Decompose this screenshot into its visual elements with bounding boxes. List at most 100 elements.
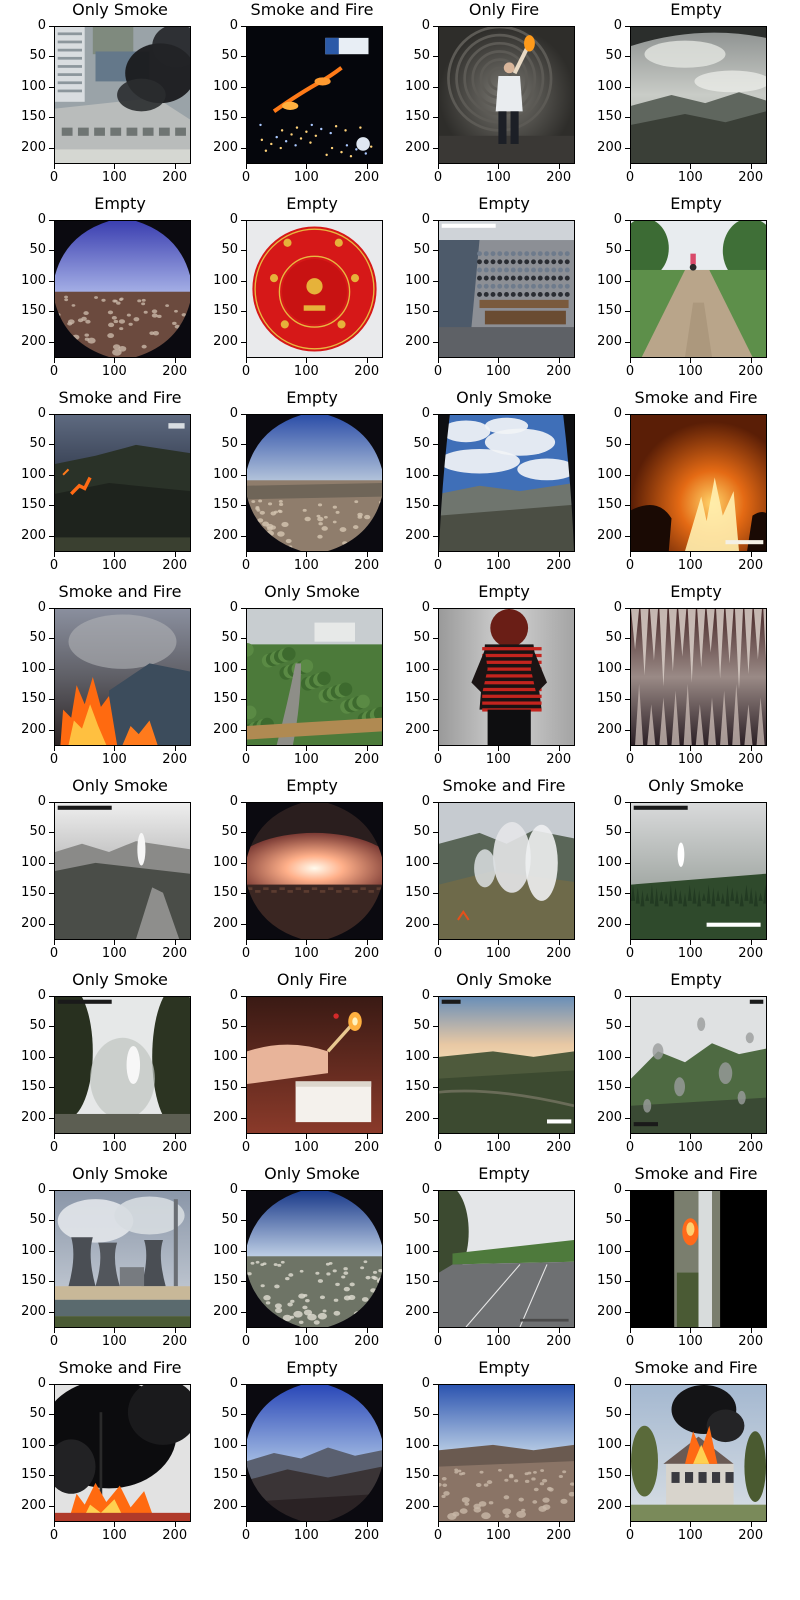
x-tick-label: 200 <box>738 1528 764 1543</box>
image-panel: Only Fire 0 50 100 150 200 0 100 200 <box>384 0 580 194</box>
y-tick-label: 100 <box>597 1242 622 1258</box>
y-tick-label: 0 <box>229 1376 238 1391</box>
y-tick-label: 200 <box>405 721 430 737</box>
x-tick-label: 100 <box>293 364 319 379</box>
x-tick-label: 0 <box>625 558 635 573</box>
y-tick <box>241 832 246 834</box>
y-tick-label: 150 <box>21 497 46 513</box>
sample-photo <box>439 1385 574 1521</box>
x-tick <box>174 746 176 751</box>
x-tick-label: 200 <box>162 752 188 767</box>
sample-photo <box>631 1385 766 1521</box>
x-tick <box>498 1328 500 1333</box>
y-tick-label: 50 <box>29 1406 46 1422</box>
y-tick-label: 150 <box>405 497 430 513</box>
x-tick <box>306 940 308 945</box>
y-tick <box>433 1026 438 1028</box>
x-tick-label: 0 <box>241 1334 251 1349</box>
y-tick-label: 200 <box>405 1497 430 1513</box>
y-tick-label: 0 <box>37 1182 46 1197</box>
image-panel: Empty 0 50 100 150 200 0 100 200 <box>192 388 388 582</box>
y-tick-label: 50 <box>221 48 238 64</box>
y-tick <box>433 414 438 415</box>
y-tick <box>433 832 438 834</box>
x-tick <box>438 164 439 169</box>
image-frame <box>630 1384 767 1522</box>
y-tick-label: 200 <box>405 1303 430 1319</box>
x-tick-label: 0 <box>433 752 443 767</box>
y-tick-label: 100 <box>21 1242 46 1258</box>
y-tick-label: 100 <box>405 466 430 482</box>
x-tick-label: 200 <box>546 1140 572 1155</box>
x-tick-label: 100 <box>677 558 703 573</box>
y-tick-label: 0 <box>613 212 622 227</box>
x-tick <box>54 746 55 751</box>
y-tick-label: 200 <box>213 139 238 155</box>
sample-photo <box>631 609 766 745</box>
y-tick <box>241 535 246 537</box>
y-tick <box>625 862 630 864</box>
y-tick-label: 0 <box>421 406 430 421</box>
y-tick-label: 100 <box>213 1242 238 1258</box>
x-tick <box>498 1134 500 1139</box>
y-tick <box>49 699 54 701</box>
y-tick-label: 200 <box>21 333 46 349</box>
x-tick-label: 100 <box>677 1528 703 1543</box>
y-tick-label: 200 <box>597 1109 622 1125</box>
y-tick-label: 150 <box>213 1079 238 1095</box>
y-tick <box>49 86 54 88</box>
y-tick <box>49 311 54 313</box>
image-panel: Only Smoke 0 50 100 150 200 0 100 200 <box>384 388 580 582</box>
x-tick-label: 0 <box>241 946 251 961</box>
y-tick <box>625 535 630 537</box>
y-tick <box>433 311 438 313</box>
x-tick <box>498 746 500 751</box>
sample-photo <box>439 609 574 745</box>
y-tick <box>49 802 54 803</box>
x-tick-label: 200 <box>354 1334 380 1349</box>
y-tick-label: 0 <box>37 600 46 615</box>
y-tick <box>433 802 438 803</box>
panel-title: Empty <box>286 388 338 407</box>
image-frame <box>54 608 191 746</box>
y-tick-label: 50 <box>605 48 622 64</box>
y-tick-label: 150 <box>213 1273 238 1289</box>
panel-title: Empty <box>670 970 722 989</box>
x-tick-label: 100 <box>101 946 127 961</box>
image-panel: Empty 0 50 100 150 200 0 100 200 <box>576 0 772 194</box>
x-tick-label: 100 <box>677 364 703 379</box>
x-tick <box>438 358 439 363</box>
y-tick <box>241 474 246 476</box>
y-tick-label: 200 <box>405 139 430 155</box>
panel-title: Empty <box>94 194 146 213</box>
sample-photo <box>247 27 382 163</box>
x-tick <box>246 746 247 751</box>
y-tick-label: 50 <box>221 630 238 646</box>
y-tick-label: 0 <box>229 1182 238 1197</box>
y-tick-label: 50 <box>413 1212 430 1228</box>
y-tick-label: 0 <box>37 794 46 809</box>
sample-photo <box>631 997 766 1133</box>
x-tick <box>306 1328 308 1333</box>
x-tick <box>750 1328 752 1333</box>
y-tick <box>49 638 54 640</box>
y-tick-label: 200 <box>21 1109 46 1125</box>
sample-photo <box>439 997 574 1133</box>
y-tick-label: 100 <box>597 272 622 288</box>
image-frame <box>246 1190 383 1328</box>
x-tick <box>438 940 439 945</box>
x-tick-label: 200 <box>738 558 764 573</box>
y-tick <box>433 893 438 895</box>
y-tick <box>625 311 630 313</box>
x-tick-label: 100 <box>677 946 703 961</box>
x-tick-label: 100 <box>293 558 319 573</box>
x-tick <box>690 746 692 751</box>
y-tick <box>433 1444 438 1446</box>
x-tick-label: 0 <box>433 1334 443 1349</box>
x-tick-label: 0 <box>625 946 635 961</box>
x-tick-label: 0 <box>625 1140 635 1155</box>
y-tick-label: 200 <box>21 139 46 155</box>
y-tick <box>433 1414 438 1416</box>
x-tick <box>366 552 368 557</box>
